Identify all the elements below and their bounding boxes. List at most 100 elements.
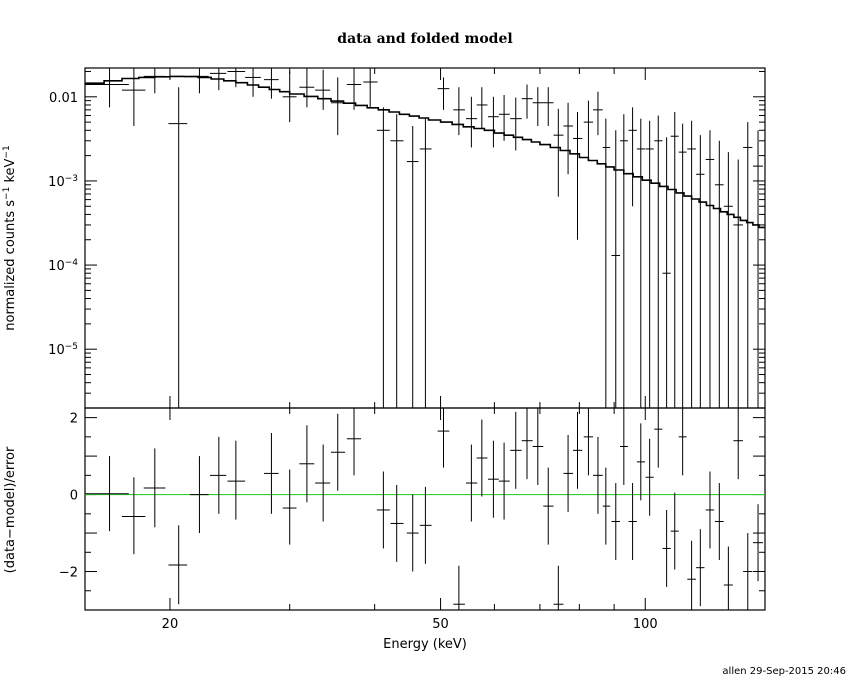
residual-point	[563, 434, 574, 512]
data-point	[498, 95, 510, 141]
residual-point	[330, 413, 346, 491]
x-axis-label: Energy (keV)	[383, 637, 467, 652]
residual-point	[419, 486, 432, 564]
y-tick-label: 2	[70, 412, 78, 427]
data-point	[611, 130, 620, 408]
data-point	[419, 118, 432, 408]
residual-point	[406, 494, 419, 572]
data-point	[583, 100, 594, 160]
residual-point	[723, 546, 733, 610]
residual-point	[593, 436, 603, 514]
data-point	[619, 114, 628, 408]
residual-point	[733, 408, 743, 480]
residual-point	[209, 436, 227, 514]
data-point	[733, 159, 743, 408]
data-point	[168, 87, 188, 408]
data-point	[363, 68, 378, 108]
residual-point	[189, 456, 209, 534]
data-point	[453, 87, 465, 136]
data-point	[593, 91, 603, 136]
residual-point	[619, 408, 628, 485]
residual-point	[696, 529, 705, 607]
residual-points-group	[85, 408, 764, 610]
residual-point	[743, 533, 753, 610]
data-point	[553, 108, 564, 197]
y-tick-label: 0	[70, 489, 78, 504]
residual-point	[654, 408, 663, 468]
data-point	[696, 135, 705, 408]
data-point	[705, 130, 715, 408]
residual-point	[487, 440, 499, 518]
residual-point	[645, 438, 654, 516]
residual-point	[543, 467, 554, 545]
data-point	[282, 71, 297, 123]
residual-point	[553, 565, 564, 610]
data-point	[521, 84, 533, 119]
residual-point	[678, 408, 687, 476]
residual-point	[670, 492, 679, 570]
bottom-panel-ticks	[85, 408, 765, 611]
data-point	[654, 115, 663, 408]
residual-point	[705, 471, 715, 549]
data-point	[143, 68, 166, 94]
residual-point	[573, 411, 583, 489]
data-point	[121, 68, 146, 126]
data-point	[85, 68, 129, 108]
data-point	[299, 68, 315, 108]
y-tick-label: −2	[59, 566, 78, 581]
residual-point	[602, 467, 611, 545]
data-point	[245, 68, 261, 97]
top-y-axis-label: normalized counts s−1 keV−1	[2, 145, 18, 330]
residual-point	[532, 408, 544, 485]
x-tick-label: 50	[432, 617, 449, 632]
residual-point	[346, 408, 362, 476]
data-point	[670, 111, 679, 408]
residual-point	[498, 442, 510, 520]
y-tick-label: 10−5	[48, 342, 78, 358]
data-point	[714, 140, 724, 408]
data-point	[563, 102, 574, 175]
data-point	[687, 120, 696, 408]
residual-point	[510, 411, 522, 489]
residual-point	[264, 433, 279, 514]
residual-point	[227, 440, 246, 520]
x-tick-label: 100	[633, 617, 658, 632]
residual-point	[299, 425, 315, 503]
residual-point	[636, 423, 645, 501]
data-point	[466, 96, 478, 148]
data-point	[227, 68, 246, 88]
residual-point	[121, 477, 146, 555]
residual-point	[687, 540, 696, 610]
bottom-y-tick-labels: 2 0 −2	[59, 412, 78, 581]
data-point	[743, 122, 753, 408]
residual-point	[390, 484, 404, 562]
residual-point	[168, 525, 188, 605]
data-point	[662, 137, 671, 408]
data-point	[209, 68, 227, 91]
data-point	[678, 123, 687, 408]
residual-point	[315, 444, 331, 522]
data-point	[487, 96, 499, 148]
data-point	[636, 118, 645, 408]
data-point	[602, 118, 611, 408]
bottom-y-axis-label: (data−model)/error	[3, 446, 18, 573]
data-point	[376, 107, 390, 408]
residual-point	[521, 408, 533, 480]
footer-stamp: allen 29-Sep-2015 20:46	[722, 666, 846, 677]
data-point	[573, 111, 583, 240]
data-point	[406, 125, 419, 408]
residual-point	[85, 456, 129, 532]
chart-title: data and folded model	[337, 31, 512, 47]
x-tick-labels: 20 50 100	[162, 617, 658, 632]
residual-point	[453, 565, 465, 610]
data-point	[476, 87, 488, 129]
data-point	[645, 120, 654, 408]
data-point	[315, 69, 331, 110]
residual-point	[143, 448, 166, 528]
top-y-tick-labels: 0.01 10−3 10−4 10−5	[48, 91, 78, 358]
residual-point	[583, 408, 594, 476]
residual-point	[611, 483, 620, 560]
data-point	[752, 130, 764, 408]
y-tick-label: 10−3	[48, 174, 78, 190]
